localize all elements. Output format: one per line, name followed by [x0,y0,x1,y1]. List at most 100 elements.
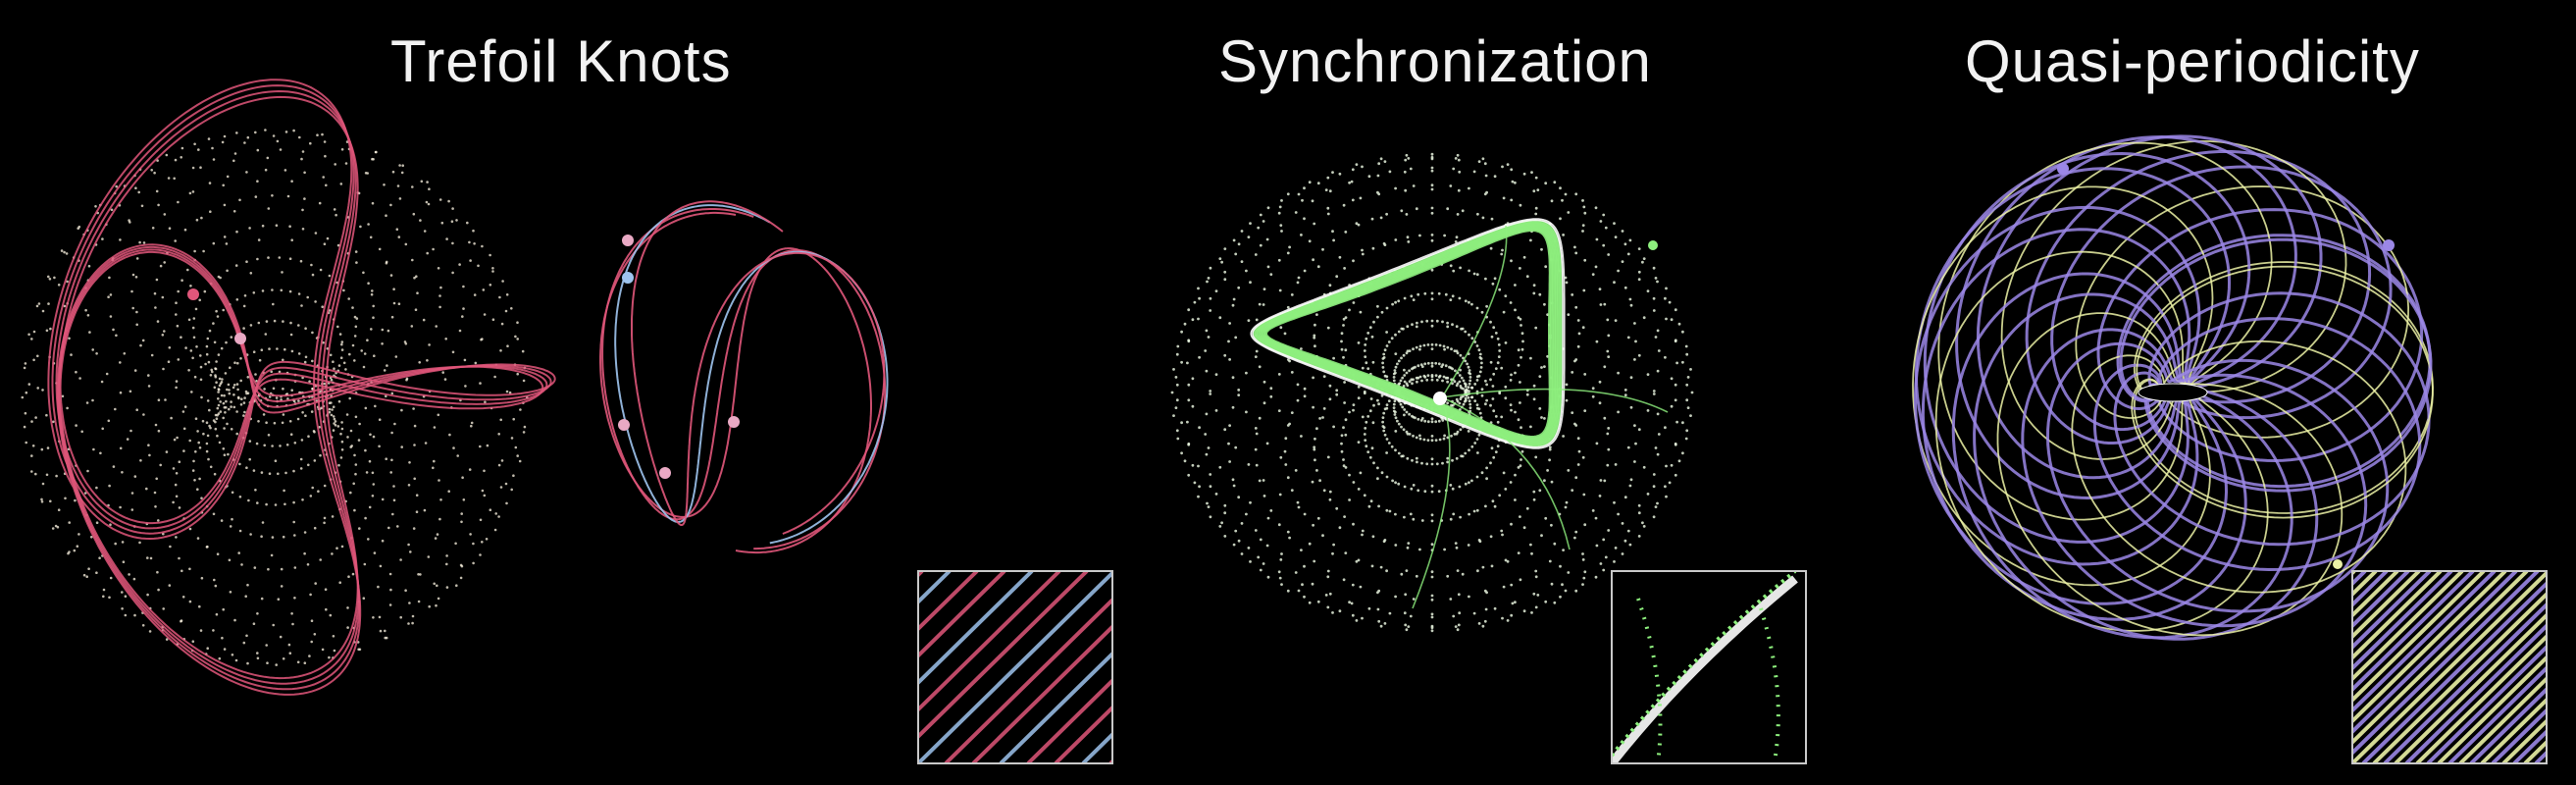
torus-dot [1525,275,1529,279]
torus-dot [1262,401,1266,405]
torus-dot [1418,234,1421,237]
torus-dot [1475,273,1479,277]
torus-dot [255,380,258,383]
torus-dot [1543,365,1546,368]
torus-dot [121,607,124,610]
torus-dot [1510,259,1513,263]
torus-dot [1288,245,1291,249]
torus-dot [1565,398,1569,402]
torus-dot [57,284,61,287]
torus-dot [1468,399,1471,403]
torus-dot [1665,464,1668,468]
torus-dot [1670,463,1674,467]
torus-dot [1279,326,1283,330]
torus-dot [1376,591,1379,595]
torus-dot [1430,206,1434,210]
torus-dot [1674,340,1677,343]
torus-dot [1466,362,1468,366]
torus-dot [1449,184,1453,187]
torus-dot [1540,366,1543,369]
torus-dot [1642,525,1646,528]
torus-dot [1415,436,1418,440]
torus-dot [1420,379,1423,383]
torus-dot [1496,445,1500,448]
torus-dot [191,326,195,330]
torus-dot [242,641,246,645]
torus-dot [1453,380,1457,384]
torus-dot [1646,289,1650,292]
torus-dot [232,386,235,390]
torus-dot [1607,334,1611,338]
torus-dot [225,242,229,245]
torus-dot [115,334,118,338]
torus-dot [268,395,272,398]
torus-dot [1690,391,1694,394]
torus-dot [1313,222,1316,226]
torus-dot [522,431,526,434]
torus-dot [159,463,162,467]
torus-dot [30,470,33,473]
torus-dot [1626,336,1630,340]
torus-dot [357,648,360,652]
torus-dot [458,329,462,333]
torus-dot [1441,320,1444,324]
torus-dot [1262,495,1266,497]
inset-stripe [2372,591,2547,763]
torus-dot [1351,583,1355,587]
torus-dot [228,389,231,392]
torus-dot [336,425,340,428]
torus-dot [1532,592,1536,596]
torus-dot [47,275,50,279]
torus-dot [165,638,169,641]
torus-dot [1506,619,1510,622]
torus-dot [232,210,236,213]
torus-dot [1313,336,1316,340]
torus-dot [1459,353,1463,357]
torus-dot [340,440,344,444]
torus-dot [1405,430,1409,434]
torus-dot [1174,376,1178,379]
torus-dot [1314,344,1316,348]
torus-dot [1357,558,1361,562]
inset-stripe [698,571,895,763]
torus-dot [1249,281,1252,285]
torus-dot [1266,206,1270,210]
torus-dot [180,336,182,340]
torus-dot [236,361,239,365]
torus-dot [156,570,159,574]
torus-dot [1175,352,1179,356]
torus-dot [209,465,213,469]
torus-dot [1406,349,1410,353]
sync-spoke [1441,388,1669,413]
torus-dot [1315,427,1318,431]
trefoil-knot-strand [51,84,552,691]
torus-dot [1656,501,1659,505]
torus-dot [138,240,141,244]
torus-dot [1406,236,1410,239]
torus-dot [231,654,234,656]
torus-dot [1223,535,1227,538]
torus-dot [1664,296,1667,300]
torus-dot [145,487,148,491]
torus-dot [1430,615,1434,619]
torus-dot [133,475,137,478]
torus-dot [1370,564,1374,568]
torus-dot [299,457,303,461]
torus-dot [1364,355,1367,358]
torus-dot [1637,247,1641,251]
torus-dot [1642,316,1646,320]
torus-dot [1501,248,1504,252]
torus-dot [1405,410,1409,414]
torus-dot [1442,375,1446,379]
torus-dot [222,183,225,187]
torus-dot [505,501,508,505]
torus-dot [1510,583,1514,587]
torus-dot [283,169,287,172]
torus-dot [1408,433,1412,436]
torus-dot [293,442,297,445]
torus-dot [1344,466,1348,469]
torus-dot [324,154,327,158]
torus-dot [1468,300,1470,304]
torus-dot [1405,569,1409,572]
torus-dot [1284,437,1288,441]
